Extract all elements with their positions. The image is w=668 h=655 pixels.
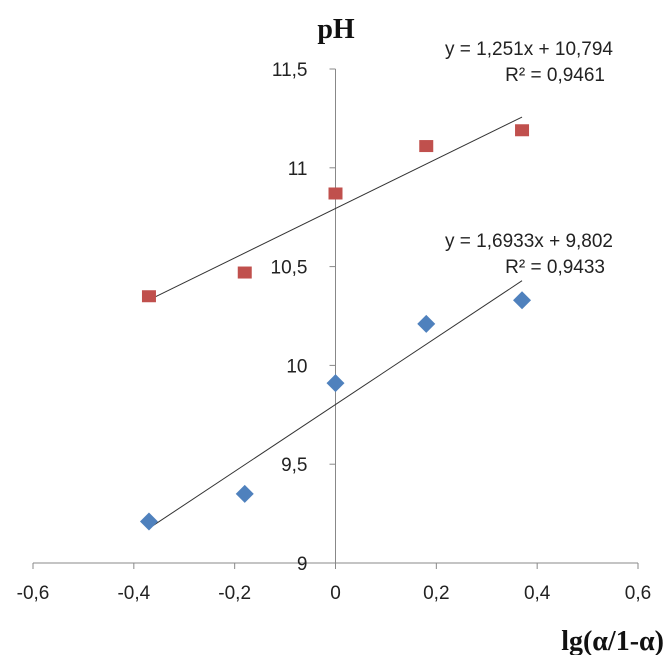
y-axis-title: pH xyxy=(317,14,355,45)
x-tick-label: -0,2 xyxy=(218,583,251,604)
r-squared-label: R² = 0,9433 xyxy=(505,257,605,278)
square-data-point xyxy=(328,187,343,200)
diamond-data-point xyxy=(139,512,158,531)
x-tick-label: -0,6 xyxy=(17,583,50,604)
trendlines xyxy=(148,116,523,529)
y-tick-label: 10,5 xyxy=(271,258,308,279)
r-squared-label: R² = 0,9461 xyxy=(505,65,605,86)
y-tick-label: 10 xyxy=(286,356,307,377)
y-tick-label: 11,5 xyxy=(272,60,308,81)
data-points xyxy=(139,124,532,531)
x-tick-label: 0 xyxy=(330,583,341,604)
trendline xyxy=(148,116,523,301)
x-tick-label: 0,6 xyxy=(625,583,651,604)
square-data-point xyxy=(419,140,434,153)
axes xyxy=(33,69,638,564)
x-tick-label: -0,4 xyxy=(117,583,150,604)
x-tick-label: 0,2 xyxy=(423,583,449,604)
x-tick-label: 0,4 xyxy=(524,583,551,604)
y-tick-label: 11 xyxy=(288,159,308,180)
square-data-point xyxy=(237,266,252,279)
diamond-data-point xyxy=(417,314,436,333)
diamond-data-point xyxy=(235,484,254,503)
x-axis-title: lg(α/1-α) xyxy=(561,626,664,655)
square-data-point xyxy=(515,124,530,137)
y-tick-label: 9 xyxy=(297,554,308,575)
equation-annotations: y = 1,251x + 10,794 R² = 0,9461 y = 1,6933… xyxy=(445,39,613,278)
y-tick-label: 9,5 xyxy=(281,455,307,476)
tick-labels: -0,6 -0,4 -0,2 0 0,2 0,4 0,6 9 9,5 10 10,5 11 11,5 xyxy=(17,60,652,604)
trendline-equation: y = 1,6933x + 9,802 xyxy=(445,231,613,252)
square-data-point xyxy=(141,290,156,303)
tick-marks xyxy=(32,68,639,569)
trendline-equation: y = 1,251x + 10,794 xyxy=(445,39,613,60)
diamond-data-point xyxy=(326,374,345,393)
diamond-data-point xyxy=(513,291,532,310)
trendline xyxy=(148,280,523,529)
